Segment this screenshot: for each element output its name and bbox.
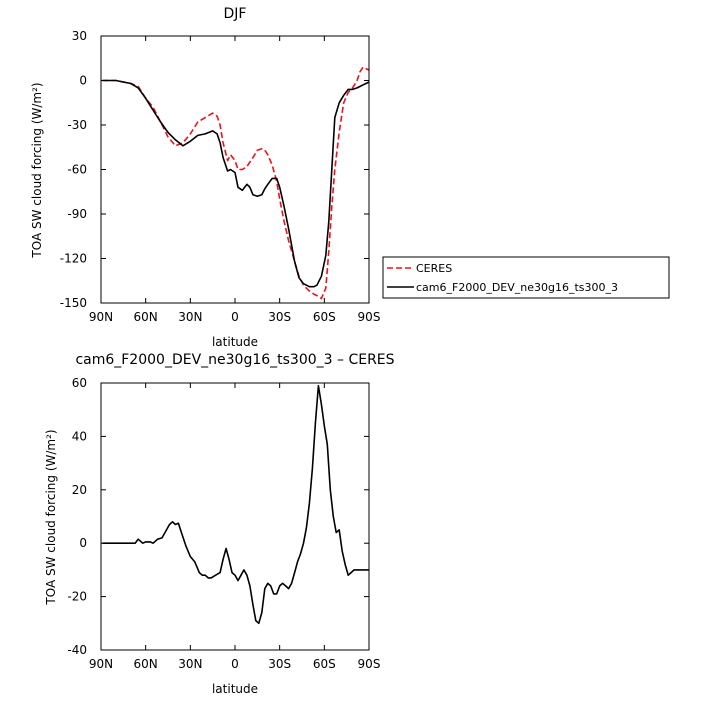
top-x-tick-label: 60S	[313, 310, 336, 324]
top-x-tick-label: 30S	[268, 310, 291, 324]
legend-label-model: cam6_F2000_DEV_ne30g16_ts300_3	[416, 281, 618, 294]
bottom-series-line-difference	[102, 384, 369, 625]
top-x-tick-label: 90N	[89, 310, 113, 324]
legend-box	[382, 256, 670, 299]
bottom-x-tick-label: 90S	[358, 657, 381, 671]
bottom-gridlines: 90N 60N 30N 0 30S 60S 90S 60 40 20 0 -20 -40	[67, 376, 380, 671]
top-x-axis-title: latitude	[212, 335, 258, 349]
bottom-y-tick-label: -20	[67, 590, 87, 604]
top-series	[102, 66, 370, 300]
top-x-tick-label: 90S	[358, 310, 381, 324]
bottom-y-tick-label: 20	[72, 483, 87, 497]
top-y-tick-label: -120	[60, 252, 87, 266]
bottom-x-tick-label: 0	[231, 657, 239, 671]
bottom-panel-title: cam6_F2000_DEV_ne30g16_ts300_3 – CERES	[75, 352, 394, 368]
bottom-x-tick-label: 60N	[134, 657, 158, 671]
bottom-y-axis-title: TOA SW cloud forcing (W/m²)	[44, 429, 58, 605]
bottom-panel: cam6_F2000_DEV_ne30g16_ts300_3 – CERES 9…	[44, 352, 395, 696]
top-y-tick-label: 30	[72, 29, 87, 43]
bottom-x-tick-label: 30S	[268, 657, 291, 671]
bottom-y-tick-label: -40	[67, 643, 87, 657]
bottom-y-tick-label: 0	[79, 536, 87, 550]
bottom-plot-frame	[100, 382, 370, 651]
top-y-tick-label: -60	[67, 163, 87, 177]
bottom-y-tick-label: 40	[72, 429, 87, 443]
legend: CERES cam6_F2000_DEV_ne30g16_ts300_3	[382, 256, 670, 299]
top-panel: DJF 90N 60N 30N 0 30S 60S 90S 30 0 -30 -60 -90 -120 -…	[30, 6, 380, 349]
top-plot-frame	[100, 35, 370, 304]
bottom-x-tick-label: 90N	[89, 657, 113, 671]
bottom-y-tick-label: 60	[72, 376, 87, 390]
bottom-x-tick-label: 30N	[178, 657, 202, 671]
legend-label-ceres: CERES	[416, 262, 452, 275]
top-gridlines: 90N 60N 30N 0 30S 60S 90S 30 0 -30 -60 -90 -120 -150	[60, 29, 381, 324]
top-y-axis-title: TOA SW cloud forcing (W/m²)	[30, 82, 44, 258]
bottom-x-axis-title: latitude	[212, 682, 258, 696]
top-x-tick-label: 0	[231, 310, 239, 324]
bottom-series	[102, 384, 369, 625]
top-panel-title: DJF	[224, 6, 247, 22]
top-y-tick-label: 0	[79, 74, 87, 88]
top-series-line-cam6-f2000-dev-ne30g16-ts300-3	[102, 79, 370, 288]
top-x-tick-label: 30N	[178, 310, 202, 324]
bottom-x-tick-label: 60S	[313, 657, 336, 671]
top-y-tick-label: -90	[67, 207, 87, 221]
top-y-tick-label: -30	[67, 118, 87, 132]
top-y-tick-label: -150	[60, 296, 87, 310]
top-x-tick-label: 60N	[134, 310, 158, 324]
top-series-line-ceres	[102, 66, 370, 300]
